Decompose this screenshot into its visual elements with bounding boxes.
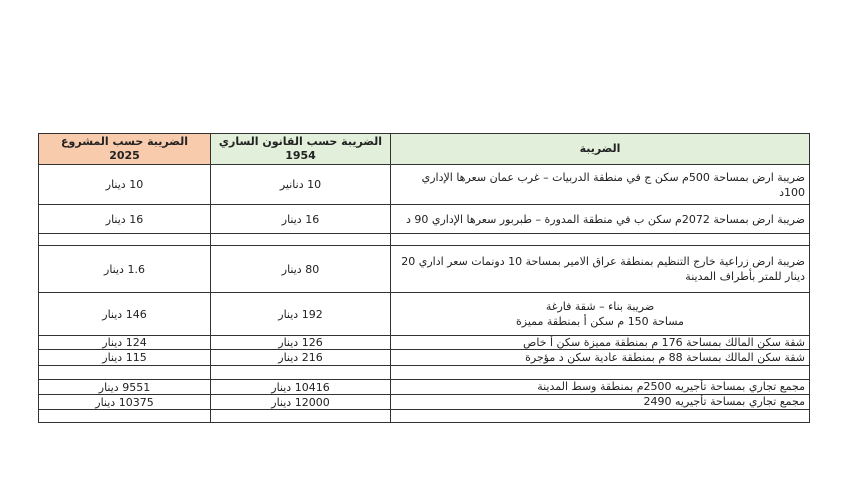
header-row: الضريبة حسب المشروع 2025 الضريبة حسب القا…	[38, 133, 810, 165]
table-row: 1.6 دينار 80 دينار ضريبة ارض زراعية خارج ا…	[38, 245, 810, 293]
current-cell	[210, 233, 391, 246]
table-row: 146 دينار 192 دينار ضريبة بناء – شقة فارغة…	[38, 292, 810, 336]
current-cell: 216 دينار	[210, 349, 391, 366]
table-row	[38, 409, 810, 423]
header-tax: الضريبة	[390, 133, 810, 165]
current-cell: 10 دنانير	[210, 164, 391, 205]
proposed-cell	[38, 365, 211, 380]
current-cell	[210, 409, 391, 423]
proposed-cell	[38, 233, 211, 246]
table-row: 10 دينار 10 دنانير ضريبة ارض بمساحة 500م س…	[38, 164, 810, 205]
header-current-year: 1954	[285, 149, 316, 162]
current-cell: 16 دينار	[210, 204, 391, 234]
proposed-cell: 124 دينار	[38, 335, 211, 350]
tax-cell: مجمع تجاري بمساحة تأجيريه 2490	[390, 394, 810, 410]
header-proposed: الضريبة حسب المشروع 2025	[38, 133, 211, 165]
current-cell: 10416 دينار	[210, 379, 391, 395]
proposed-cell: 16 دينار	[38, 204, 211, 234]
proposed-cell: 9551 دينار	[38, 379, 211, 395]
tax-comparison-table: الضريبة حسب المشروع 2025 الضريبة حسب القا…	[38, 133, 810, 423]
tax-cell	[390, 409, 810, 423]
header-proposed-year: 2025	[109, 149, 140, 162]
table-row: 115 دينار 216 دينار شقة سكن المالك بمساحة …	[38, 349, 810, 366]
proposed-cell: 1.6 دينار	[38, 245, 211, 293]
proposed-cell: 10 دينار	[38, 164, 211, 205]
header-current: الضريبة حسب القانون الساري 1954	[210, 133, 391, 165]
tax-cell	[390, 233, 810, 246]
tax-cell: ضريبة ارض بمساحة 500م سكن ج في منطقة الد…	[390, 164, 810, 205]
proposed-cell: 146 دينار	[38, 292, 211, 336]
current-cell: 12000 دينار	[210, 394, 391, 410]
current-cell: 80 دينار	[210, 245, 391, 293]
proposed-cell: 10375 دينار	[38, 394, 211, 410]
table-row	[38, 365, 810, 380]
header-proposed-label: الضريبة حسب المشروع	[61, 135, 188, 148]
table-row	[38, 233, 810, 246]
table-row: 9551 دينار 10416 دينار مجمع تجاري بمساحة ت…	[38, 379, 810, 395]
proposed-cell	[38, 409, 211, 423]
current-cell: 126 دينار	[210, 335, 391, 350]
current-cell	[210, 365, 391, 380]
tax-cell: ضريبة ارض زراعية خارج التنظيم بمنطقة عرا…	[390, 245, 810, 293]
table-row: 10375 دينار 12000 دينار مجمع تجاري بمساحة …	[38, 394, 810, 410]
tax-cell: مجمع تجاري بمساحة تأجيريه 2500م بمنطقة و…	[390, 379, 810, 395]
tax-cell: شقة سكن المالك بمساحة 176 م بمنطقة مميزة…	[390, 335, 810, 350]
tax-cell	[390, 365, 810, 380]
tax-cell: ضريبة بناء – شقة فارغة مساحة 150 م سكن أ…	[390, 292, 810, 336]
current-cell: 192 دينار	[210, 292, 391, 336]
tax-cell: شقة سكن المالك بمساحة 88 م بمنطقة عادية …	[390, 349, 810, 366]
tax-cell: ضريبة ارض بمساحة 2072م سكن ب في منطقة ال…	[390, 204, 810, 234]
table-row: 124 دينار 126 دينار شقة سكن المالك بمساحة …	[38, 335, 810, 350]
proposed-cell: 115 دينار	[38, 349, 211, 366]
table-row: 16 دينار 16 دينار ضريبة ارض بمساحة 2072م س…	[38, 204, 810, 234]
header-current-label: الضريبة حسب القانون الساري	[218, 135, 383, 148]
